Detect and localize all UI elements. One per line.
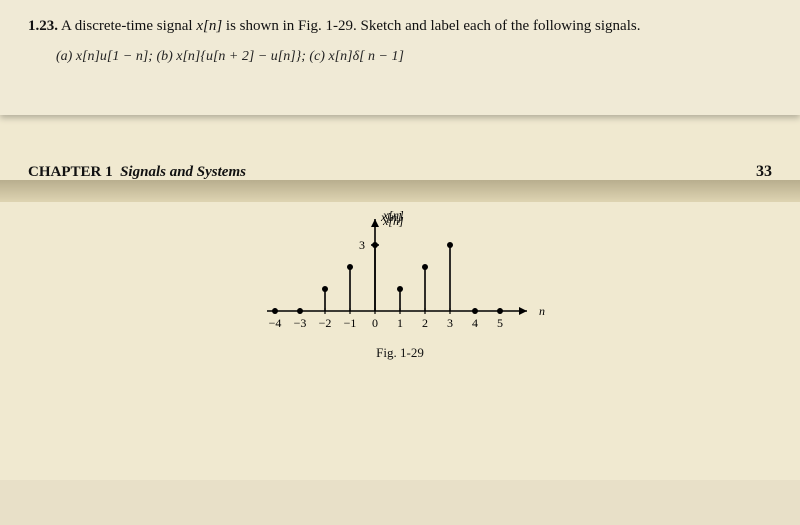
chapter-header-row: CHAPTER 1 Signals and Systems 33	[28, 163, 772, 181]
svg-text:3: 3	[447, 316, 453, 330]
page-number: 33	[756, 163, 772, 181]
figure-wrap: 3−4−3−2−1012345x[n]x[n]nx[n] Fig. 1-29	[28, 211, 772, 361]
svg-text:−3: −3	[294, 316, 307, 330]
problem-block: 1.23. A discrete-time signal x[n] is sho…	[0, 0, 800, 115]
svg-text:5: 5	[497, 316, 503, 330]
svg-text:3: 3	[359, 238, 365, 252]
svg-text:2: 2	[422, 316, 428, 330]
svg-text:n: n	[539, 304, 545, 318]
page-body: CHAPTER 1 Signals and Systems 33 3 −4 −3 −2…	[0, 115, 800, 480]
svg-text:4: 4	[472, 316, 478, 330]
problem-number: 1.23.	[28, 18, 58, 34]
svg-text:x[n]: x[n]	[382, 214, 404, 228]
svg-text:−4: −4	[269, 316, 282, 330]
problem-text-1: A discrete-time signal	[61, 18, 196, 34]
page-shadow	[0, 180, 800, 202]
problem-sym: x[n]	[196, 18, 222, 34]
figure-caption: Fig. 1-29	[28, 345, 772, 361]
problem-text-2: is shown in Fig. 1-29. Sketch and label …	[222, 18, 640, 34]
svg-text:0: 0	[372, 316, 378, 330]
chapter-label: CHAPTER 1	[28, 164, 113, 180]
problem-parts: (a) x[n]u[1 − n]; (b) x[n]{u[n + 2] − u[…	[56, 49, 772, 65]
stem-plot: 3−4−3−2−1012345x[n]x[n]nx[n]	[240, 211, 560, 341]
problem-statement: 1.23. A discrete-time signal x[n] is sho…	[28, 18, 772, 35]
chapter-name: Signals and Systems	[120, 164, 246, 180]
svg-text:−1: −1	[344, 316, 357, 330]
svg-text:−2: −2	[319, 316, 332, 330]
chapter-title: CHAPTER 1 Signals and Systems	[28, 164, 246, 181]
svg-text:1: 1	[397, 316, 403, 330]
